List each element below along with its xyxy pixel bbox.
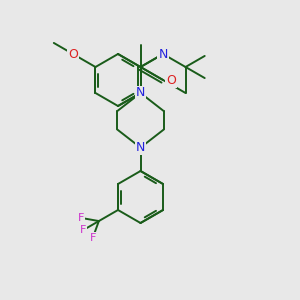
Text: N: N [136,141,145,154]
Text: F: F [89,233,96,243]
Text: F: F [80,225,86,235]
Text: O: O [166,74,176,86]
Text: O: O [68,47,78,61]
Text: N: N [158,47,168,61]
Text: F: F [78,213,84,223]
Text: N: N [136,86,145,100]
